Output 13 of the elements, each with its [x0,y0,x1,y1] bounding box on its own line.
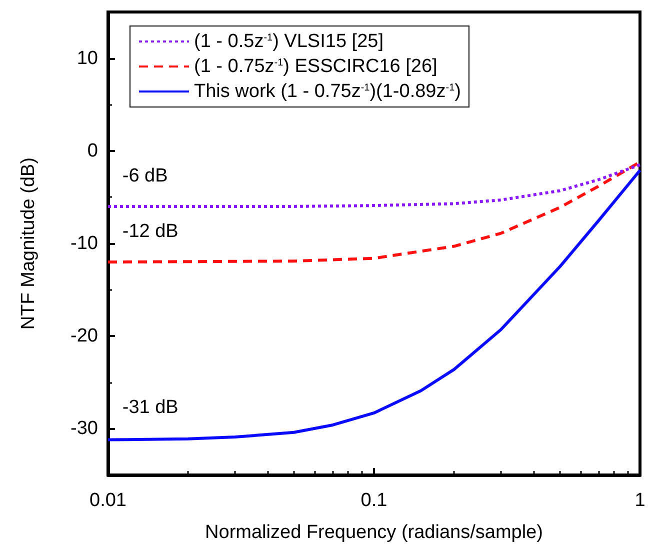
x-tick-label: 1 [634,490,646,511]
y-tick-label: -20 [70,326,98,347]
x-axis-title: Normalized Frequency (radians/sample) [205,522,543,543]
y-tick-label: 0 [87,140,98,162]
y-tick-label: -30 [70,418,98,440]
x-tick-label: 0.01 [90,490,126,511]
y-tick-label: 10 [76,48,98,69]
annotation: -31 dB [122,396,178,418]
annotation: -12 dB [122,221,178,242]
y-tick-label: -10 [70,233,98,254]
annotation: -6 dB [122,165,168,186]
y-axis-title: NTF Magnitude (dB) [18,157,39,330]
x-tick-label: 0.1 [360,490,388,511]
